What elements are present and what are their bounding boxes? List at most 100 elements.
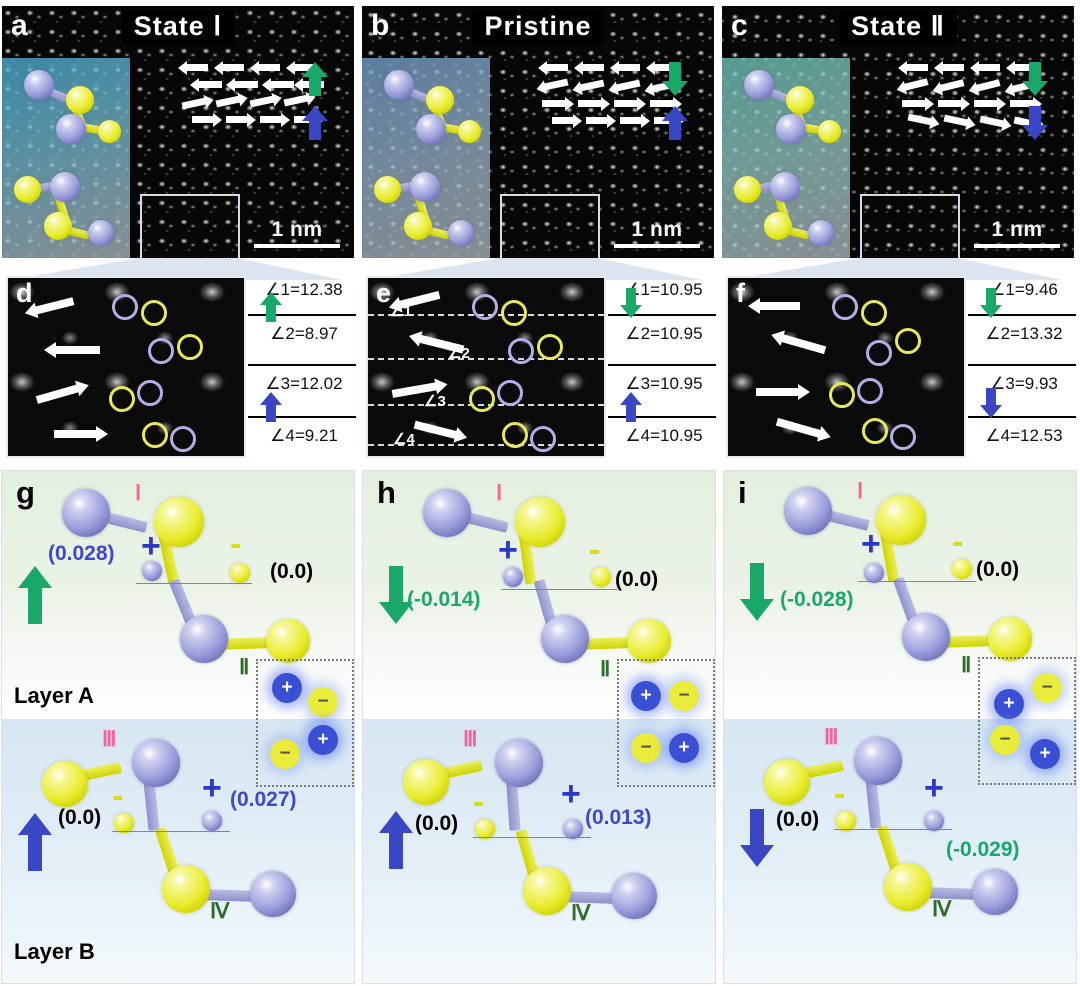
displacement-value-right: (0.0) [976, 558, 1020, 581]
scale-bar-label-b: 1 nm [631, 218, 683, 241]
layer-a-label: Layer A [14, 683, 94, 708]
yellow-atom [403, 759, 449, 805]
violet-atom-circle [866, 340, 892, 366]
displacement-value-right: (0.0) [270, 560, 314, 583]
dipole-inset-box-h: + − − + [617, 659, 715, 787]
angle-value-1: ∠1=12.38 [265, 280, 343, 299]
green-polarization-arrow-c [1022, 62, 1048, 96]
angle-mark-1: ∠1 [390, 303, 412, 320]
yellow-atom [515, 497, 565, 547]
dipole-plus-layer-b: + [308, 725, 338, 755]
reference-line [112, 831, 230, 832]
displacement-arrow [756, 384, 810, 400]
blue-arrow-layer-b [740, 809, 774, 867]
yellow-atom-circle [862, 418, 888, 444]
panel-label-c: c [731, 9, 748, 42]
displacement-value-left: (0.0) [415, 812, 459, 835]
angle-value-1: ∠1=10.95 [625, 280, 703, 299]
blue-polarization-arrow-a [302, 106, 328, 140]
roman-numeral-IV: Ⅳ [932, 898, 953, 921]
violet-atom-circle [148, 338, 174, 364]
model-panel-i: i Ⅰ Ⅱ + - (-0.028) (0.0) − [723, 470, 1077, 984]
region-of-interest-box-c [860, 194, 960, 258]
stem-image-row: a State Ⅰ [0, 0, 1080, 258]
displacement-value-left: (0.0) [776, 808, 820, 831]
yellow-atom-small [591, 567, 611, 587]
dipole-minus-layer-a: − [669, 681, 699, 711]
displacement-value-left: (-0.014) [407, 588, 481, 611]
dipole-plus-layer-b: + [1030, 739, 1060, 769]
violet-atom-small [202, 811, 222, 831]
angle-value-2: ∠2=13.32 [985, 324, 1063, 343]
minus-sign: - [952, 523, 964, 561]
angle-value-1: ∠1=9.46 [990, 280, 1058, 299]
yellow-atom-circle [177, 334, 203, 360]
roman-numeral-III: Ⅲ [463, 728, 479, 751]
green-arrow-e [620, 288, 642, 318]
displacement-arrow [748, 298, 800, 314]
scale-bar-label-c: 1 nm [991, 218, 1043, 241]
panel-label-h: h [377, 475, 396, 510]
blue-arrow-layer-b [379, 811, 413, 869]
angle-value-3: ∠3=9.93 [990, 374, 1058, 393]
reference-line [473, 837, 591, 838]
violet-atom [180, 615, 228, 663]
displacement-value-right: (-0.029) [946, 838, 1020, 861]
dipole-inset-box-i: − + − + [978, 657, 1076, 785]
green-arrow-d [260, 292, 282, 322]
blue-polarization-arrow-c [1022, 106, 1048, 140]
yellow-atom-small [952, 559, 972, 579]
green-arrow-layer-a [740, 563, 774, 621]
molecular-overlay-inset-a [2, 58, 130, 258]
panel-label-g: g [16, 475, 35, 510]
green-arrow-layer-a [18, 566, 52, 624]
yellow-atom [884, 863, 932, 911]
violet-atom [902, 613, 950, 661]
green-polarization-arrow-b [662, 62, 688, 96]
violet-atom [495, 739, 543, 787]
angle-value-4: ∠4=12.53 [985, 426, 1063, 445]
violet-atom-circle [530, 426, 556, 452]
dipole-minus-layer-b: − [270, 739, 300, 769]
roman-numeral-I: Ⅰ [135, 482, 143, 505]
roman-numeral-IV: Ⅳ [210, 900, 231, 923]
dipole-minus-layer-a: − [1032, 673, 1062, 703]
violet-atom [250, 871, 296, 917]
model-panel-h: h Ⅰ Ⅱ + - (-0.014) (0.0) + [362, 470, 716, 984]
dipole-plus-layer-a: + [631, 681, 661, 711]
stem-panel-b: b Pristine [362, 6, 714, 258]
displacement-value-right: (0.0) [615, 568, 659, 591]
plus-sign: + [561, 775, 581, 813]
roman-numeral-I: Ⅰ [496, 482, 504, 505]
yellow-atom [266, 619, 310, 663]
minus-sign: - [589, 531, 601, 569]
roman-numeral-II: Ⅱ [239, 656, 251, 679]
displacement-value-left: (0.0) [58, 806, 102, 829]
violet-atom-circle [890, 424, 916, 450]
layer-b-label: Layer B [14, 939, 95, 964]
panel-label-b: b [371, 9, 390, 42]
zoom-panel-f: f [726, 276, 966, 458]
yellow-atom-circle [502, 422, 528, 448]
yellow-atom-circle [861, 300, 887, 326]
yellow-atom-circle [142, 422, 168, 448]
minus-sign: - [112, 777, 124, 815]
dipole-plus-layer-a: + [994, 689, 1024, 719]
violet-atom [611, 873, 657, 919]
yellow-atom-small [114, 813, 134, 833]
yellow-atom-circle [537, 334, 563, 360]
minus-sign: - [834, 775, 846, 813]
yellow-atom [523, 867, 571, 915]
scale-bar-label-a: 1 nm [271, 218, 323, 241]
violet-atom-circle [857, 378, 883, 404]
violet-atom [132, 739, 180, 787]
yellow-atom [764, 759, 810, 805]
violet-atom-circle [472, 294, 498, 320]
green-polarization-arrow-a [302, 62, 328, 96]
green-arrow-f [980, 288, 1002, 318]
dipole-minus-layer-b: − [990, 725, 1020, 755]
violet-atom-small [563, 819, 583, 839]
angle-value-3: ∠3=12.02 [265, 374, 343, 393]
violet-atom-circle [112, 294, 138, 320]
